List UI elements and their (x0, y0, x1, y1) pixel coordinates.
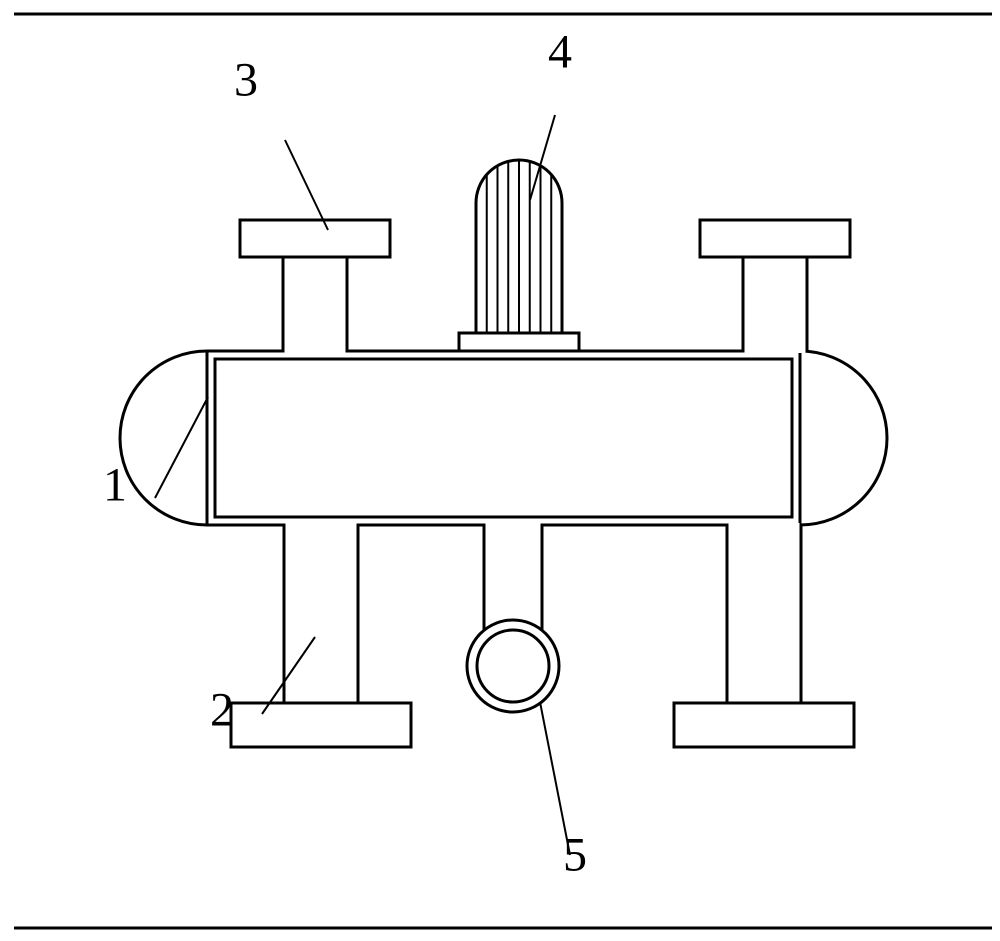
label-3: 3 (234, 53, 258, 108)
diagram-canvas: 1 2 3 4 5 (0, 0, 1000, 941)
tank-body (120, 351, 887, 525)
bottom-port (467, 525, 559, 712)
diagram-svg (0, 0, 1000, 941)
label-2: 2 (210, 683, 234, 738)
label-1: 1 (103, 458, 127, 513)
label-5: 5 (563, 828, 587, 883)
border-lines (14, 14, 992, 928)
label-4: 4 (548, 25, 572, 80)
motor (459, 160, 579, 351)
top-ports (240, 220, 850, 351)
